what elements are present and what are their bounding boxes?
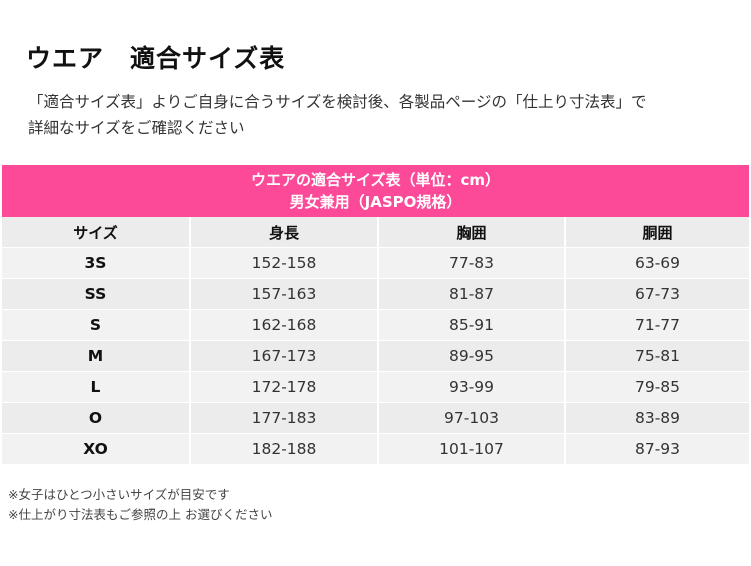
height-cell: 157-163: [190, 278, 379, 310]
column-header-waist: 胴囲: [565, 217, 750, 248]
table-row: L 172-178 93-99 79-85: [2, 371, 750, 403]
waist-cell: 83-89: [565, 402, 750, 434]
waist-cell: 63-69: [565, 247, 750, 279]
chest-cell: 89-95: [378, 340, 566, 372]
height-cell: 167-173: [190, 340, 379, 372]
table-row: M 167-173 89-95 75-81: [2, 340, 750, 372]
table-row: S 162-168 85-91 71-77: [2, 309, 750, 341]
size-cell: O: [2, 402, 191, 434]
height-cell: 172-178: [190, 371, 379, 403]
column-header-size: サイズ: [2, 217, 191, 248]
size-cell: L: [2, 371, 191, 403]
height-cell: 152-158: [190, 247, 379, 279]
table-row: SS 157-163 81-87 67-73: [2, 278, 750, 310]
column-header-chest: 胸囲: [378, 217, 566, 248]
waist-cell: 67-73: [565, 278, 750, 310]
table-row: XO 182-188 101-107 87-93: [2, 433, 750, 464]
column-header-height: 身長: [190, 217, 379, 248]
page-title: ウエア 適合サイズ表: [26, 44, 286, 73]
table-caption-subtitle: 男女兼用（JASPO規格）: [289, 193, 462, 211]
table-caption-title: ウエアの適合サイズ表（単位：cm）: [250, 171, 501, 189]
chest-cell: 85-91: [378, 309, 566, 341]
table-row: 3S 152-158 77-83 63-69: [2, 247, 750, 279]
size-cell: S: [2, 309, 191, 341]
waist-cell: 71-77: [565, 309, 750, 341]
table-header-row: サイズ 身長 胸囲 胴囲: [2, 217, 750, 248]
intro-text: 「適合サイズ表」よりご自身に合うサイズを検討後、各製品ページの「仕上り寸法表」で…: [28, 89, 738, 141]
waist-cell: 87-93: [565, 433, 750, 464]
chest-cell: 77-83: [378, 247, 566, 279]
size-cell: SS: [2, 278, 191, 310]
chest-cell: 93-99: [378, 371, 566, 403]
size-cell: M: [2, 340, 191, 372]
chest-cell: 97-103: [378, 402, 566, 434]
size-table: ウエアの適合サイズ表（単位：cm） 男女兼用（JASPO規格） サイズ 身長 胸…: [2, 165, 750, 464]
chest-cell: 81-87: [378, 278, 566, 310]
footnote: ※仕上がり寸法表もご参照の上 お選びください: [8, 507, 273, 522]
chest-cell: 101-107: [378, 433, 566, 464]
intro-line: 詳細なサイズをご確認ください: [28, 119, 245, 137]
size-cell: 3S: [2, 247, 191, 279]
table-caption-band: ウエアの適合サイズ表（単位：cm） 男女兼用（JASPO規格）: [2, 165, 750, 217]
size-cell: XO: [2, 433, 191, 464]
waist-cell: 79-85: [565, 371, 750, 403]
intro-line: 「適合サイズ表」よりご自身に合うサイズを検討後、各製品ページの「仕上り寸法表」で: [28, 93, 647, 111]
footnotes: ※女子はひとつ小さいサイズが目安です ※仕上がり寸法表もご参照の上 お選びくださ…: [8, 485, 272, 525]
footnote: ※女子はひとつ小さいサイズが目安です: [8, 487, 230, 502]
height-cell: 177-183: [190, 402, 379, 434]
table-caption: ウエアの適合サイズ表（単位：cm） 男女兼用（JASPO規格）: [2, 165, 750, 217]
height-cell: 182-188: [190, 433, 379, 464]
height-cell: 162-168: [190, 309, 379, 341]
waist-cell: 75-81: [565, 340, 750, 372]
table-row: O 177-183 97-103 83-89: [2, 402, 750, 434]
